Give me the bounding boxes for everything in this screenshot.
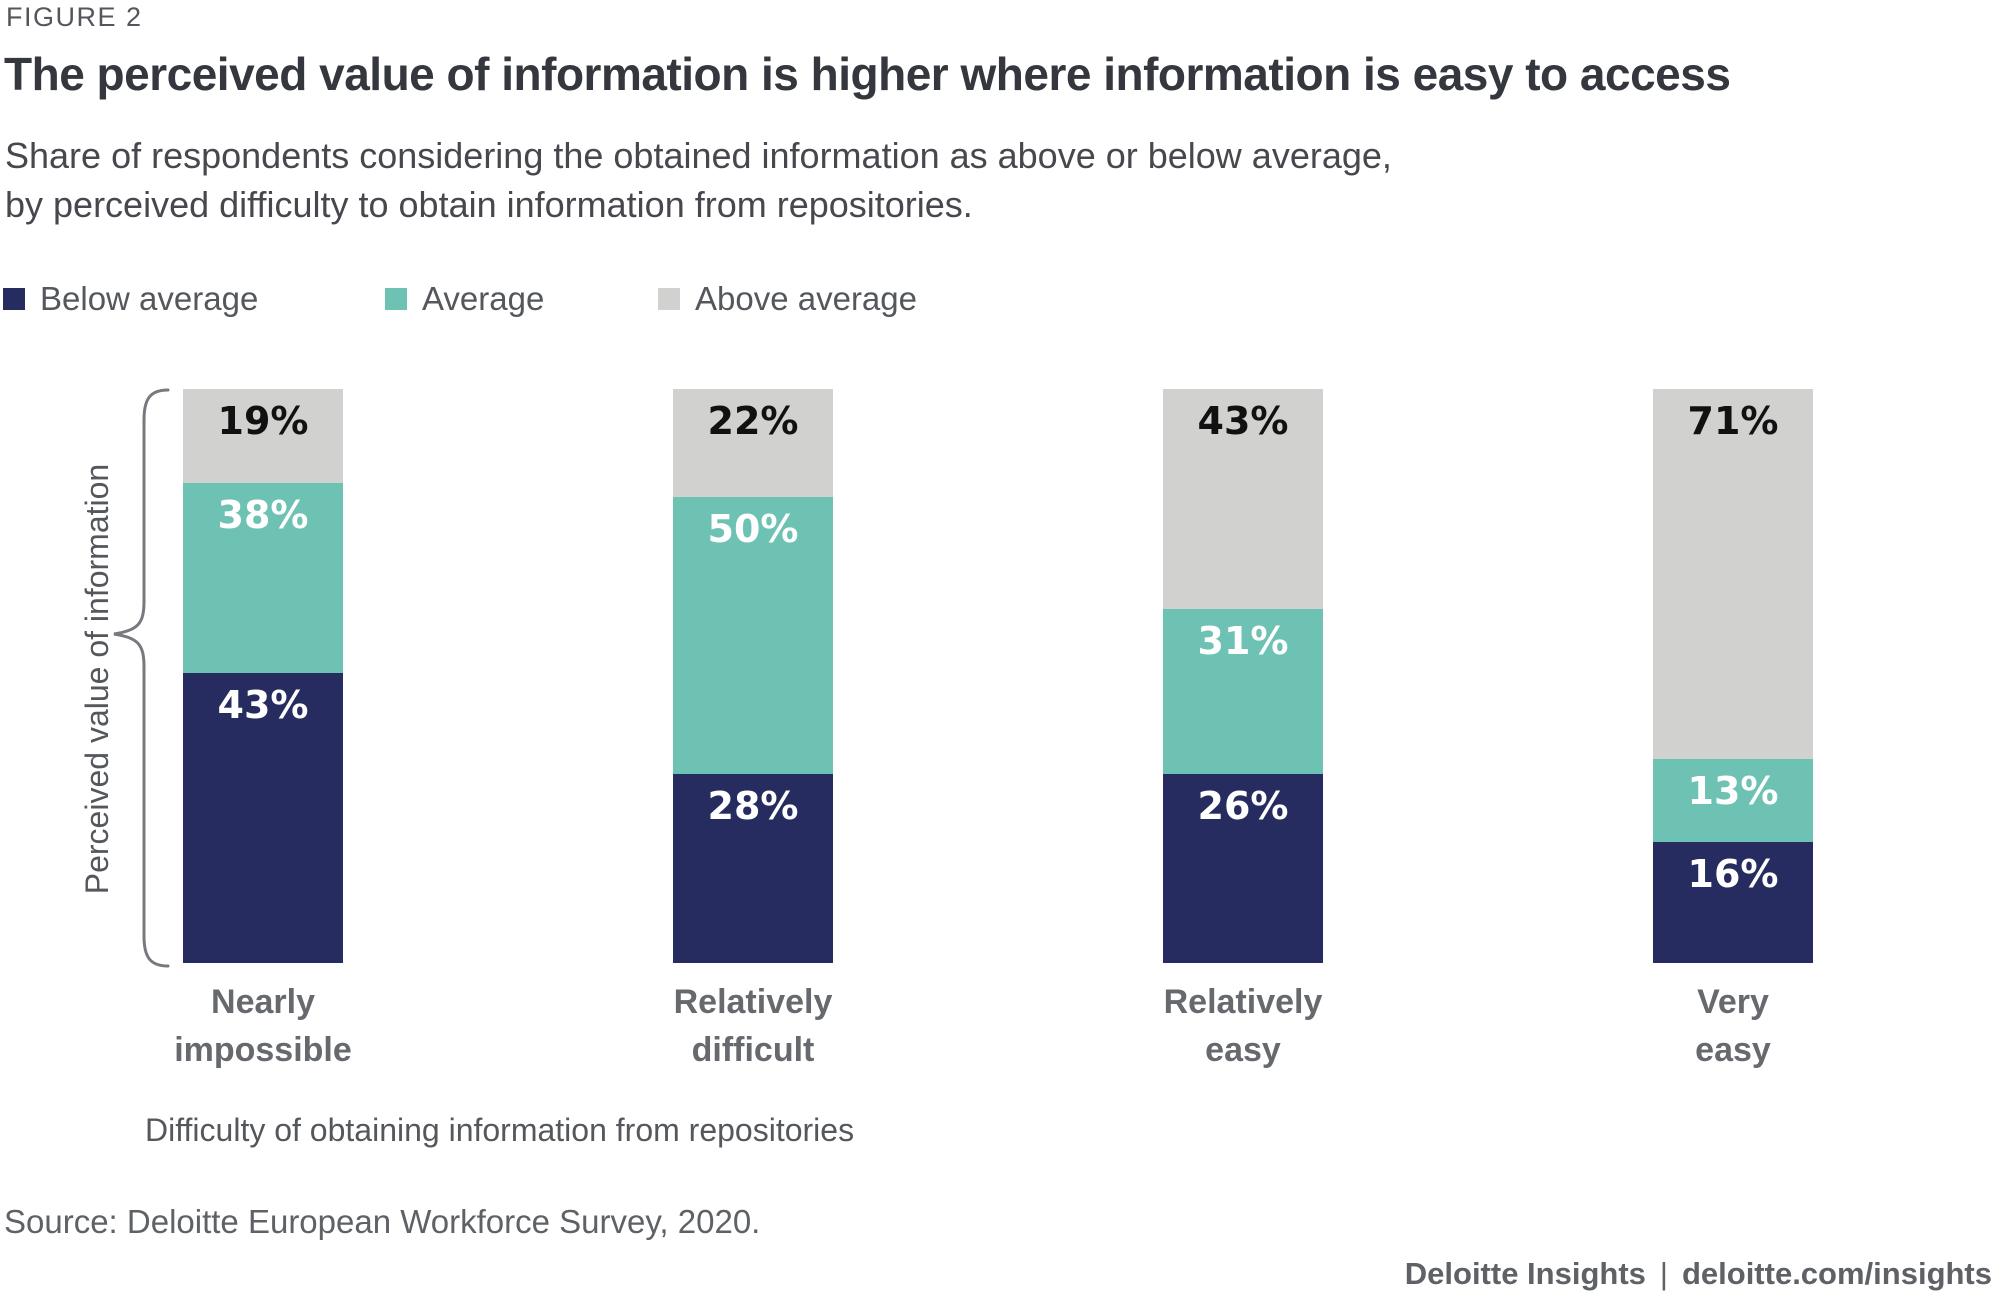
y-axis-label: Perceived value of information [79,463,115,895]
segment-average-relatively-difficult: 50% [673,497,833,774]
legend-label: Average [422,280,545,317]
figure-title: The perceived value of information is hi… [4,48,1731,100]
legend-label: Below average [40,280,259,317]
segment-value-label: 43% [217,683,309,727]
x-tick-relatively-difficult: Relatively difficult [673,983,833,1069]
bar-nearly-impossible: 19% 38% 43% [183,389,343,963]
segment-value-label: 22% [707,399,799,443]
segment-value-label: 71% [1687,399,1779,443]
figure-label: FIGURE 2 [6,2,143,32]
bar-relatively-easy: 43% 31% 26% [1163,389,1323,963]
legend-label: Above average [695,280,917,317]
legend-swatch-icon [3,288,25,310]
x-tick-very-easy: Very easy [1695,983,1771,1069]
segment-below-average-nearly-impossible: 43% [183,673,343,963]
footer-brand: Deloitte Insights [1404,1256,1646,1291]
segment-average-nearly-impossible: 38% [183,483,343,673]
segment-value-label: 38% [217,493,309,537]
segment-above-average-very-easy: 71% [1653,389,1813,759]
legend-item-below-average: Below average [3,280,259,317]
segment-value-label: 28% [707,784,799,828]
legend-swatch-icon [658,288,680,310]
x-tick-nearly-impossible: Nearly impossible [174,983,352,1069]
segment-above-average-relatively-easy: 43% [1163,389,1323,609]
figure-subtitle: Share of respondents considering the obt… [5,135,1392,225]
segment-below-average-very-easy: 16% [1653,842,1813,963]
segment-value-label: 31% [1197,619,1289,663]
segment-above-average-nearly-impossible: 19% [183,389,343,483]
bar-very-easy: 71% 13% 16% [1653,389,1813,963]
footer-link[interactable]: deloitte.com/insights [1681,1256,1992,1291]
x-axis-label: Difficulty of obtaining information from… [145,1112,855,1148]
segment-value-label: 13% [1687,769,1779,813]
segment-value-label: 19% [217,399,309,443]
segment-value-label: 16% [1687,852,1779,896]
x-tick-relatively-easy: Relatively easy [1163,983,1323,1069]
bar-relatively-difficult: 22% 50% 28% [673,389,833,963]
segment-below-average-relatively-difficult: 28% [673,774,833,963]
legend-item-average: Average [385,280,545,317]
segment-value-label: 50% [707,507,799,551]
legend: Below average Average Above average [0,280,1200,317]
legend-item-above-average: Above average [658,280,917,317]
segment-below-average-relatively-easy: 26% [1163,774,1323,963]
segment-average-very-easy: 13% [1653,759,1813,842]
segment-value-label: 26% [1197,784,1289,828]
segment-above-average-relatively-difficult: 22% [673,389,833,497]
source-note: Source: Deloitte European Workforce Surv… [4,1203,761,1240]
segment-value-label: 43% [1197,399,1289,443]
footer-separator: | [1659,1256,1668,1291]
footer: Deloitte Insights | deloitte.com/insights [1405,1256,1992,1292]
segment-average-relatively-easy: 31% [1163,609,1323,774]
legend-swatch-icon [385,288,407,310]
